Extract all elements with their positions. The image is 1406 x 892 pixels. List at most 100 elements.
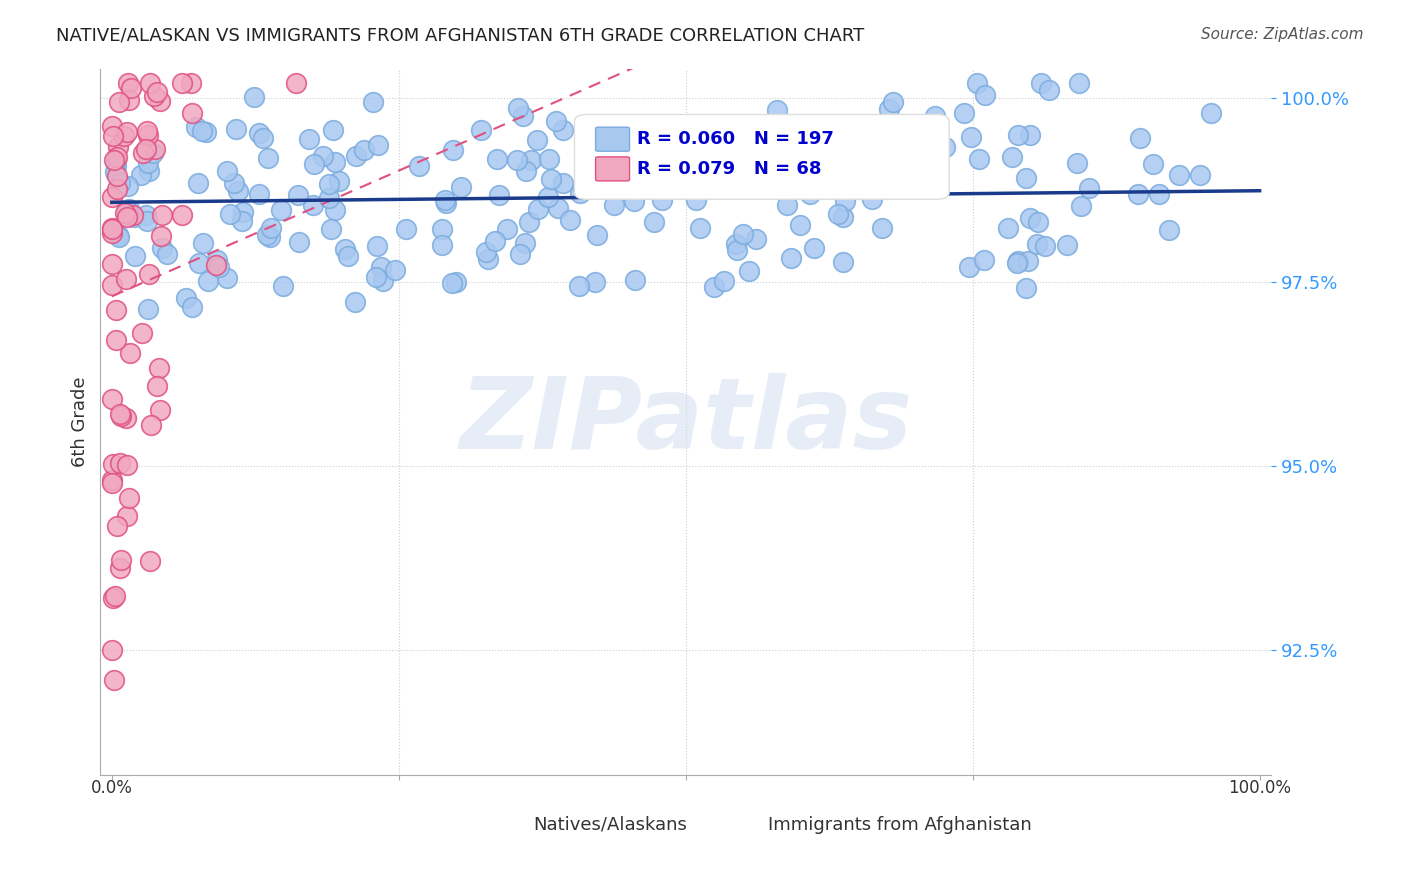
- Point: [1157, 223, 1180, 237]
- Point: [1147, 187, 1170, 202]
- Point: [187, 176, 209, 190]
- Point: [920, 122, 942, 136]
- Point: [101, 475, 124, 490]
- Point: [110, 552, 132, 566]
- Point: [1007, 128, 1029, 143]
- Point: [120, 81, 142, 95]
- Point: [129, 168, 152, 182]
- Point: [150, 241, 173, 255]
- Point: [553, 177, 575, 191]
- Point: [259, 230, 281, 244]
- Point: [1001, 150, 1024, 164]
- Point: [101, 221, 124, 235]
- Point: [197, 274, 219, 288]
- Point: [408, 159, 430, 173]
- Point: [135, 142, 157, 156]
- Point: [107, 140, 129, 154]
- Point: [181, 106, 204, 120]
- Point: [395, 222, 418, 236]
- Point: [967, 152, 990, 166]
- Point: [547, 201, 569, 215]
- FancyBboxPatch shape: [718, 816, 752, 840]
- Point: [515, 236, 537, 251]
- Point: [104, 165, 127, 179]
- Point: [779, 251, 801, 265]
- Point: [1067, 76, 1090, 90]
- Point: [1015, 281, 1038, 295]
- Point: [172, 208, 194, 222]
- Text: Natives/Alaskans: Natives/Alaskans: [533, 816, 688, 834]
- Point: [803, 241, 825, 255]
- Point: [870, 221, 893, 235]
- Point: [973, 88, 995, 103]
- Point: [759, 161, 782, 176]
- Point: [108, 176, 131, 190]
- Point: [1066, 156, 1088, 170]
- Point: [1017, 254, 1039, 268]
- Point: [1038, 83, 1060, 97]
- Point: [1033, 239, 1056, 253]
- Point: [853, 176, 876, 190]
- Point: [384, 263, 406, 277]
- Point: [138, 164, 160, 178]
- Point: [247, 187, 270, 202]
- Point: [226, 184, 249, 198]
- Point: [260, 221, 283, 235]
- Point: [218, 207, 240, 221]
- Point: [271, 279, 294, 293]
- Point: [1142, 157, 1164, 171]
- Point: [496, 222, 519, 236]
- Point: [526, 133, 548, 147]
- Point: [312, 149, 335, 163]
- Point: [353, 143, 375, 157]
- Point: [1129, 131, 1152, 145]
- Point: [215, 271, 238, 285]
- Point: [114, 206, 136, 220]
- Point: [713, 274, 735, 288]
- Point: [118, 202, 141, 216]
- Point: [108, 456, 131, 470]
- Point: [318, 178, 340, 192]
- Point: [434, 195, 457, 210]
- Point: [1029, 76, 1052, 90]
- Point: [110, 561, 132, 575]
- Point: [150, 228, 173, 243]
- Point: [1025, 236, 1047, 251]
- Point: [799, 145, 821, 159]
- Point: [101, 227, 124, 241]
- Point: [685, 193, 707, 207]
- Point: [110, 409, 132, 424]
- Point: [540, 171, 562, 186]
- Point: [170, 76, 193, 90]
- Point: [132, 145, 155, 160]
- Point: [322, 123, 344, 137]
- Point: [242, 89, 264, 103]
- Point: [434, 193, 457, 207]
- Point: [117, 208, 139, 222]
- Point: [572, 181, 595, 195]
- Point: [520, 153, 543, 168]
- Point: [101, 278, 124, 293]
- Point: [117, 203, 139, 218]
- Point: [470, 122, 492, 136]
- Point: [832, 255, 855, 269]
- Point: [115, 272, 138, 286]
- Point: [225, 122, 247, 136]
- Point: [101, 190, 124, 204]
- Point: [270, 203, 292, 218]
- Point: [488, 187, 510, 202]
- Point: [997, 220, 1019, 235]
- Point: [149, 94, 172, 108]
- Point: [725, 243, 748, 257]
- Point: [651, 193, 673, 207]
- Point: [136, 214, 159, 228]
- Point: [883, 117, 905, 131]
- Point: [477, 252, 499, 266]
- Point: [323, 154, 346, 169]
- Point: [115, 508, 138, 523]
- Point: [440, 277, 463, 291]
- Point: [115, 125, 138, 139]
- Point: [105, 518, 128, 533]
- Point: [1015, 171, 1038, 186]
- Point: [1007, 254, 1029, 268]
